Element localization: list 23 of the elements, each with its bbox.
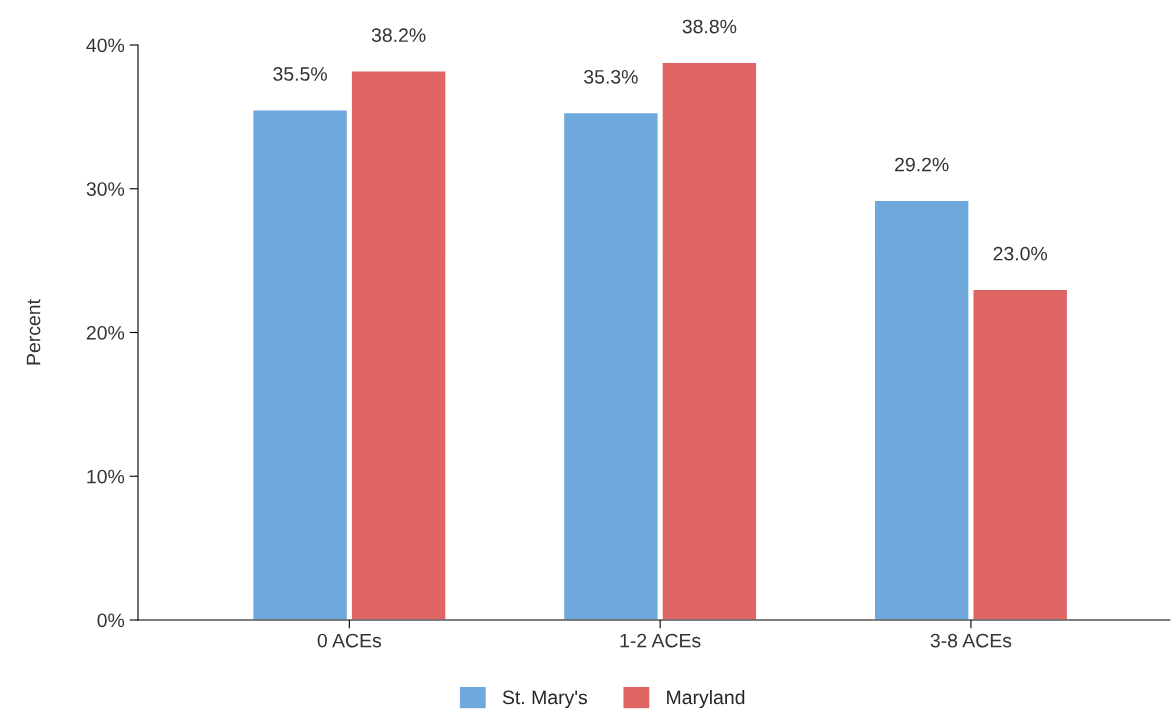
bar (350, 70, 447, 620)
bar (562, 111, 659, 620)
data-label: 35.5% (273, 67, 327, 81)
bar (873, 199, 970, 620)
x-tick-label: 0 ACEs (317, 633, 382, 648)
legend-label: Maryland (667, 689, 745, 709)
y-axis-title: Percent (26, 299, 41, 365)
legend-label: St. Mary's (502, 690, 588, 709)
y-tick-label: 0% (97, 613, 125, 628)
data-label: 35.3% (584, 69, 638, 84)
x-tick-label: 1-2 ACEs (620, 633, 701, 648)
x-tick-label: 3-8 ACEs (930, 633, 1012, 648)
data-label: 38.2% (371, 28, 426, 43)
data-label: 38.8% (682, 19, 737, 34)
bar (661, 61, 758, 620)
y-tick-label: 30% (86, 182, 125, 196)
data-label: 23.0% (993, 246, 1048, 261)
y-tick-label: 40% (86, 38, 125, 53)
bar (251, 108, 349, 620)
y-tick-label: 10% (87, 469, 125, 484)
y-tick-label: 20% (86, 325, 125, 340)
bar (972, 288, 1069, 620)
data-label: 29.2% (895, 157, 949, 172)
